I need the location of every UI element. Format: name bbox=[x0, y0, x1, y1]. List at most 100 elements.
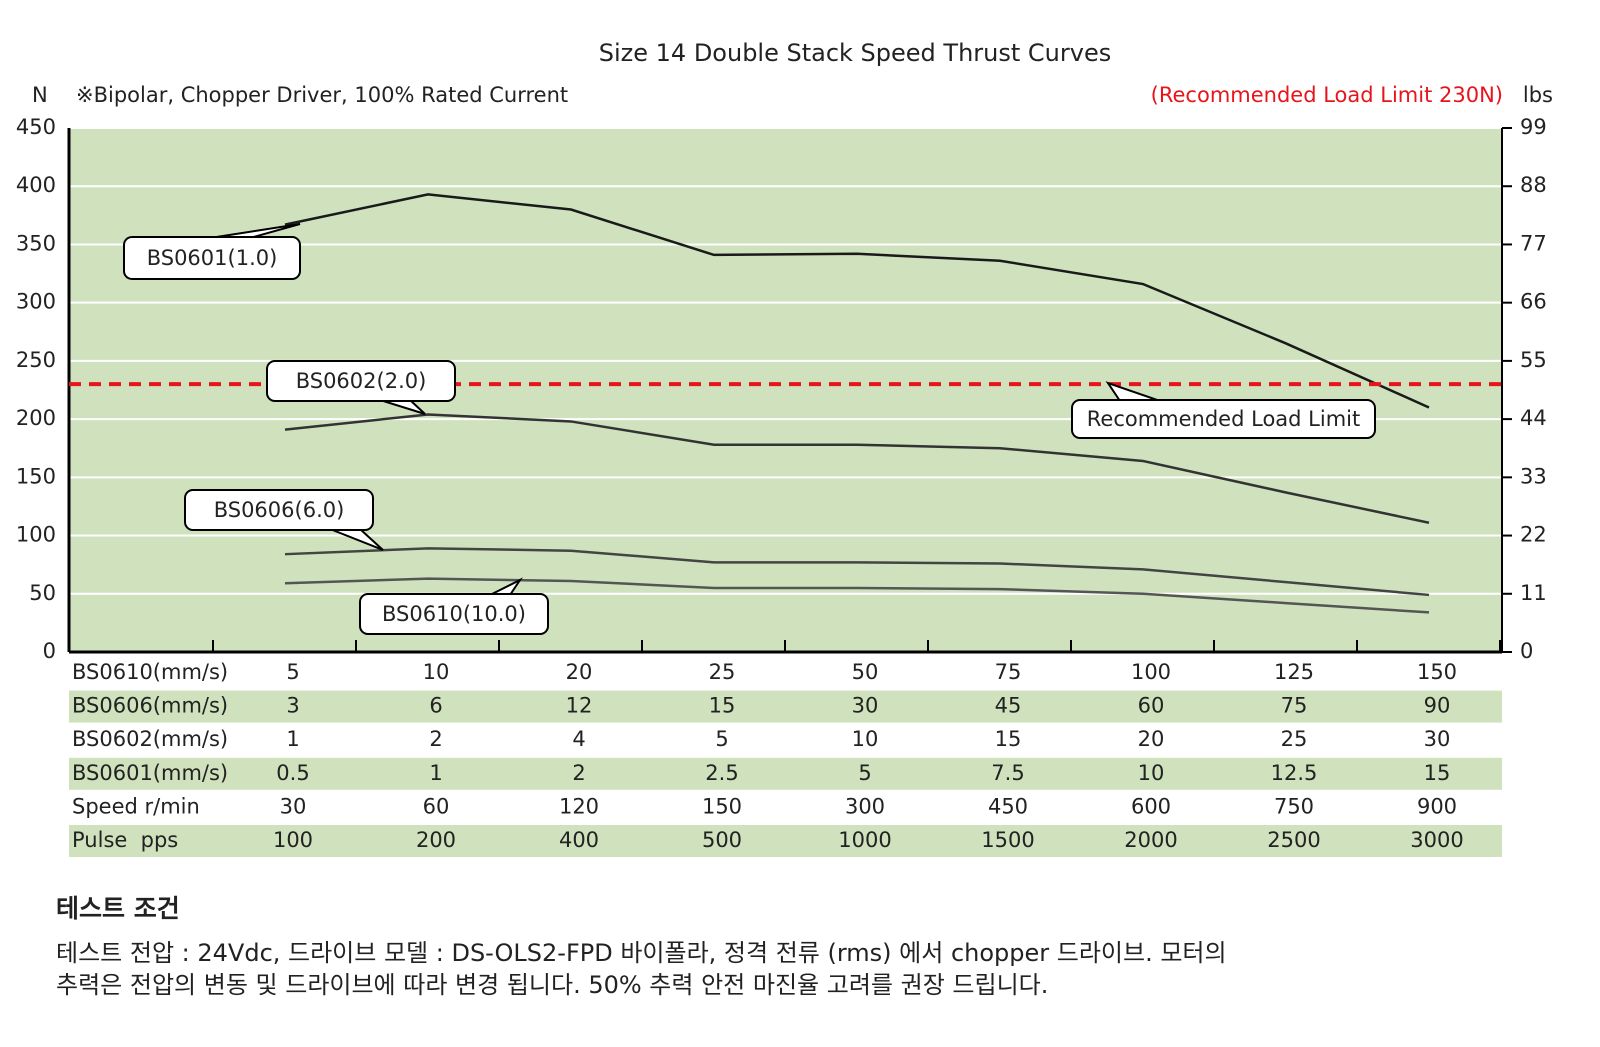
table-cell: 60 bbox=[423, 794, 450, 818]
y-tick-label: 350 bbox=[16, 231, 56, 255]
table-cell: 90 bbox=[1424, 694, 1451, 718]
table-cell: 75 bbox=[1281, 694, 1308, 718]
y2-tick-label: 22 bbox=[1520, 523, 1547, 547]
table-cell: 7.5 bbox=[991, 761, 1024, 785]
table-cell: 5 bbox=[858, 761, 871, 785]
table-cell: 100 bbox=[273, 828, 313, 852]
table-cell: 2 bbox=[429, 727, 442, 751]
table-cell: 300 bbox=[845, 794, 885, 818]
table-row-label: BS0601(mm/s) bbox=[72, 761, 228, 785]
table-cell: 60 bbox=[1138, 694, 1165, 718]
table-cell: 1 bbox=[286, 727, 299, 751]
y-tick-label: 200 bbox=[16, 406, 56, 430]
x-tick-label: 20 bbox=[566, 660, 593, 684]
table-row-label: BS0606(mm/s) bbox=[72, 694, 228, 718]
table-cell: 3 bbox=[286, 694, 299, 718]
y-tick-label: 400 bbox=[16, 173, 56, 197]
notes-heading: 테스트 조건 bbox=[56, 894, 180, 923]
x-tick-label: 125 bbox=[1274, 660, 1314, 684]
y-tick-label: 450 bbox=[16, 115, 56, 139]
y2-tick-label: 11 bbox=[1520, 581, 1547, 605]
table-cell: 4 bbox=[572, 727, 585, 751]
y-tick-label: 50 bbox=[29, 581, 56, 605]
table-cell: 2000 bbox=[1124, 828, 1177, 852]
table-cell: 500 bbox=[702, 828, 742, 852]
y-tick-label: 250 bbox=[16, 348, 56, 372]
table-cell: 3000 bbox=[1410, 828, 1463, 852]
table-cell: 10 bbox=[852, 727, 879, 751]
table-cell: 25 bbox=[1281, 727, 1308, 751]
y2-tick-label: 66 bbox=[1520, 290, 1547, 314]
x-tick-label: 5 bbox=[286, 660, 299, 684]
table-cell: 15 bbox=[995, 727, 1022, 751]
chart-title: Size 14 Double Stack Speed Thrust Curves bbox=[599, 39, 1111, 67]
table-cell: 30 bbox=[1424, 727, 1451, 751]
callout-box bbox=[359, 593, 549, 635]
table-band bbox=[69, 825, 1502, 857]
x-tick-label: 50 bbox=[852, 660, 879, 684]
table-cell: 600 bbox=[1131, 794, 1171, 818]
x-axis-label: BS0610(mm/s) bbox=[72, 660, 228, 684]
series-line bbox=[284, 413, 1430, 524]
callout-label: BS0610(10.0) bbox=[382, 602, 526, 626]
table-cell: 15 bbox=[709, 694, 736, 718]
table-cell: 900 bbox=[1417, 794, 1457, 818]
y2-tick-label: 44 bbox=[1520, 406, 1547, 430]
y2-tick-label: 77 bbox=[1520, 231, 1547, 255]
notes-line: 테스트 전압 : 24Vdc, 드라이브 모델 : DS-OLS2-FPD 바이… bbox=[56, 939, 1227, 967]
table-cell: 1 bbox=[429, 761, 442, 785]
table-cell: 450 bbox=[988, 794, 1028, 818]
table-band bbox=[69, 690, 1502, 723]
callout-box bbox=[184, 489, 374, 531]
table-cell: 5 bbox=[715, 727, 728, 751]
table-cell: 0.5 bbox=[276, 761, 309, 785]
callout-label: BS0601(1.0) bbox=[147, 246, 278, 270]
x-tick-label: 150 bbox=[1417, 660, 1457, 684]
subtitle: ※Bipolar, Chopper Driver, 100% Rated Cur… bbox=[76, 83, 568, 107]
callout-box bbox=[1071, 399, 1376, 439]
y2-axis-unit: lbs bbox=[1523, 83, 1553, 107]
y-tick-label: 0 bbox=[43, 639, 56, 663]
table-cell: 12.5 bbox=[1271, 761, 1318, 785]
table-cell: 2 bbox=[572, 761, 585, 785]
y-axis-unit: N bbox=[32, 83, 48, 107]
notes-line: 추력은 전압의 변동 및 드라이브에 따라 변경 됩니다. 50% 추력 안전 … bbox=[56, 971, 1048, 999]
table-cell: 45 bbox=[995, 694, 1022, 718]
table-cell: 6 bbox=[429, 694, 442, 718]
table-cell: 200 bbox=[416, 828, 456, 852]
callout-box bbox=[266, 360, 456, 402]
table-cell: 2500 bbox=[1267, 828, 1320, 852]
table-cell: 20 bbox=[1138, 727, 1165, 751]
x-tick-label: 10 bbox=[423, 660, 450, 684]
y2-tick-label: 0 bbox=[1520, 639, 1533, 663]
series-line bbox=[284, 193, 1430, 409]
y-tick-label: 100 bbox=[16, 523, 56, 547]
table-cell: 30 bbox=[852, 694, 879, 718]
callout-box bbox=[123, 236, 301, 280]
table-row-label: Pulse pps bbox=[72, 828, 178, 852]
table-row-label: Speed r/min bbox=[72, 794, 200, 818]
y-tick-label: 300 bbox=[16, 290, 56, 314]
table-cell: 30 bbox=[280, 794, 307, 818]
table-cell: 15 bbox=[1424, 761, 1451, 785]
table-row-label: BS0602(mm/s) bbox=[72, 727, 228, 751]
y2-tick-label: 99 bbox=[1520, 115, 1547, 139]
table-cell: 150 bbox=[702, 794, 742, 818]
x-tick-label: 100 bbox=[1131, 660, 1171, 684]
table-cell: 400 bbox=[559, 828, 599, 852]
y2-tick-label: 88 bbox=[1520, 173, 1547, 197]
y2-tick-label: 55 bbox=[1520, 348, 1547, 372]
callout-label: BS0606(6.0) bbox=[214, 498, 345, 522]
table-cell: 1500 bbox=[981, 828, 1034, 852]
limit-note: (Recommended Load Limit 230N) bbox=[1151, 83, 1503, 107]
table-cell: 120 bbox=[559, 794, 599, 818]
table-cell: 10 bbox=[1138, 761, 1165, 785]
x-tick-label: 75 bbox=[995, 660, 1022, 684]
series-line bbox=[284, 577, 1430, 614]
callout-label: BS0602(2.0) bbox=[296, 369, 427, 393]
table-cell: 2.5 bbox=[705, 761, 738, 785]
table-cell: 12 bbox=[566, 694, 593, 718]
table-cell: 1000 bbox=[838, 828, 891, 852]
y-tick-label: 150 bbox=[16, 464, 56, 488]
